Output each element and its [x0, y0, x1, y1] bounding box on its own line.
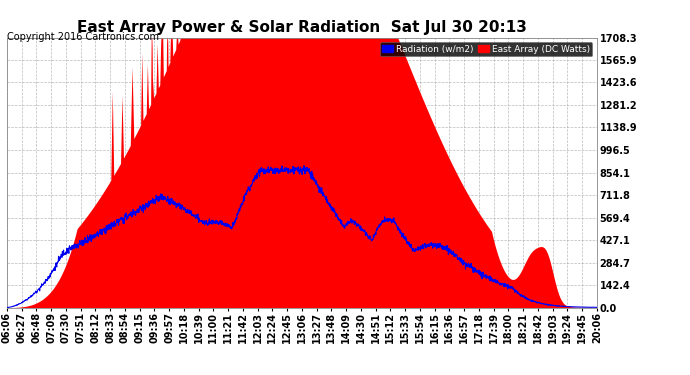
Legend: Radiation (w/m2), East Array (DC Watts): Radiation (w/m2), East Array (DC Watts): [380, 42, 592, 56]
Text: Copyright 2016 Cartronics.com: Copyright 2016 Cartronics.com: [7, 32, 159, 42]
Title: East Array Power & Solar Radiation  Sat Jul 30 20:13: East Array Power & Solar Radiation Sat J…: [77, 20, 526, 35]
